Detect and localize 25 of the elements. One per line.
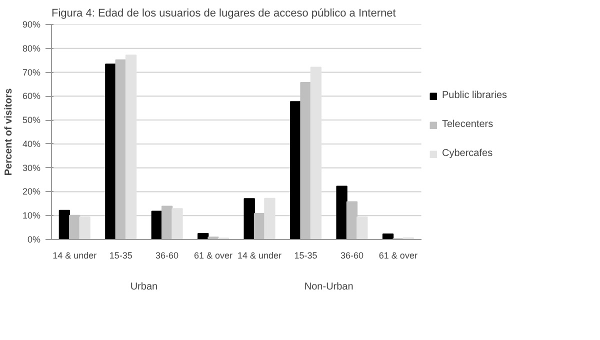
text: Non-Urban: [304, 282, 354, 292]
legend-label: Cybercafes: [442, 148, 493, 159]
y-tick-label: 20%: [22, 186, 40, 197]
x-tick-label: 14 & under: [238, 250, 282, 260]
x-tick-label: 36-60: [340, 250, 364, 260]
text: Urban: [130, 282, 158, 292]
y-tick-label: 30%: [22, 162, 40, 173]
legend-label: Public libraries: [442, 90, 508, 101]
y-tick-label: 90%: [22, 20, 40, 30]
legend-label: Telecenters: [442, 119, 494, 130]
y-tick-label: 80%: [22, 43, 40, 54]
x-tick-label: 36-60: [156, 250, 179, 260]
x-tick-label: 15-35: [294, 250, 318, 260]
x-tick-label: 15-35: [109, 250, 132, 260]
chart-title: Figura 4: Edad de los usuarios de lugares de acceso público a Internet: [52, 8, 396, 20]
y-axis-title: Percent of visitors: [3, 88, 14, 176]
y-tick-label: 10%: [22, 210, 40, 221]
y-tick-label: 70%: [22, 67, 40, 78]
y-tick-label: 0%: [27, 234, 41, 244]
y-tick-label: 50%: [22, 115, 40, 126]
x-tick-label: 61 & over: [378, 250, 418, 260]
y-tick-label: 40%: [22, 138, 40, 149]
x-tick-label: 61 & over: [194, 250, 233, 260]
y-tick-label: 60%: [22, 91, 40, 102]
x-tick-label: 14 & under: [52, 250, 97, 260]
